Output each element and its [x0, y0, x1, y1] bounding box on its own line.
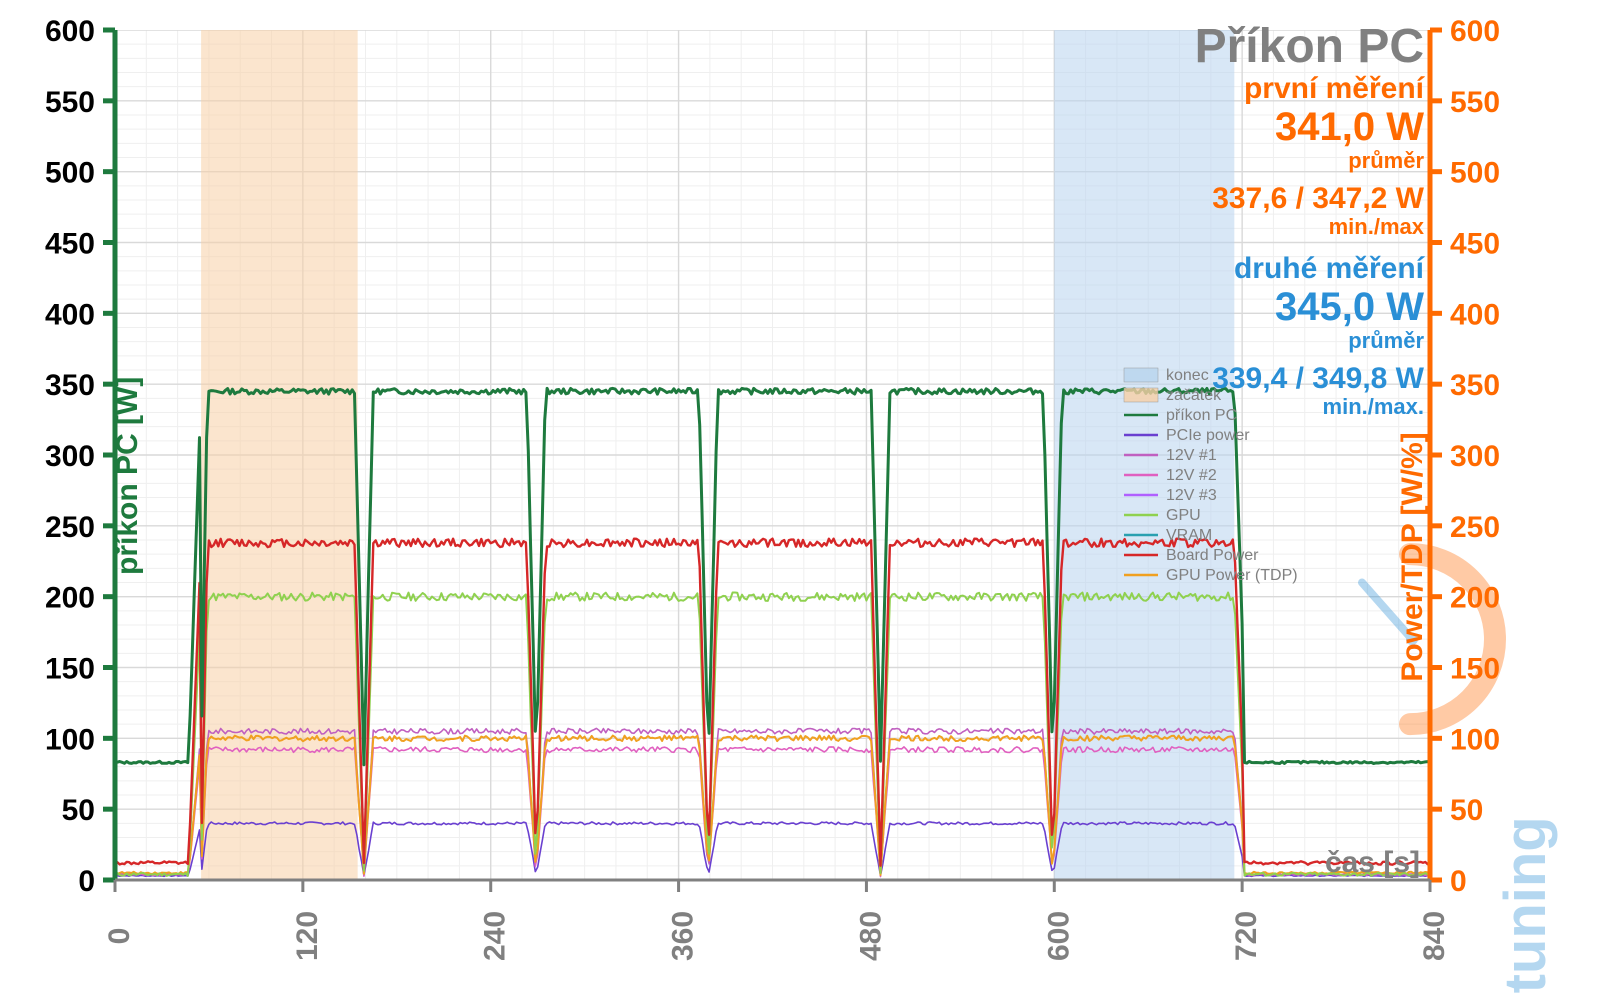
legend-item: GPU: [1166, 507, 1201, 524]
ytick-left: 350: [45, 369, 95, 402]
xtick: 480: [854, 911, 887, 961]
xtick: 0: [103, 928, 136, 945]
chart-title: Příkon PC: [1195, 20, 1424, 73]
xtick: 720: [1230, 911, 1263, 961]
xtick: 600: [1042, 911, 1075, 961]
ytick-right: 600: [1450, 15, 1500, 48]
ytick-right: 550: [1450, 86, 1500, 119]
legend-item: konec: [1166, 367, 1209, 384]
xtick: 240: [479, 911, 512, 961]
annot-range: 337,6 / 347,2 W: [1212, 182, 1424, 215]
annot-avg-label: průměr: [1348, 328, 1424, 353]
xtick: 360: [667, 911, 700, 961]
annot-range-label: min./max: [1329, 214, 1425, 239]
ytick-right: 150: [1450, 653, 1500, 686]
ytick-left: 500: [45, 157, 95, 190]
legend-item: VRAM: [1166, 527, 1212, 544]
ytick-right: 0: [1450, 865, 1467, 898]
ytick-right: 200: [1450, 582, 1500, 615]
ytick-left: 250: [45, 511, 95, 544]
ylabel-left: příkon PC [W]: [111, 377, 144, 575]
ytick-right: 450: [1450, 228, 1500, 261]
ytick-left: 100: [45, 723, 95, 756]
xlabel: čas [s]: [1325, 846, 1420, 879]
ytick-left: 400: [45, 298, 95, 331]
annot-range: 339,4 / 349,8 W: [1212, 362, 1424, 395]
xtick: 840: [1418, 911, 1451, 961]
annot-avg-label: průměr: [1348, 148, 1424, 173]
ytick-right: 250: [1450, 511, 1500, 544]
xtick: 120: [291, 911, 324, 961]
legend-item: Board Power: [1166, 547, 1259, 564]
ytick-left: 200: [45, 582, 95, 615]
ytick-left: 550: [45, 86, 95, 119]
legend-item: 12V #3: [1166, 487, 1217, 504]
legend-item: GPU Power (TDP): [1166, 567, 1298, 584]
legend-item: začátek: [1166, 387, 1222, 404]
legend-item: příkon PC: [1166, 407, 1237, 424]
ylabel-right: Power/TDP [W/%]: [1396, 432, 1429, 681]
annot-heading: první měření: [1244, 72, 1426, 105]
ytick-right: 500: [1450, 157, 1500, 190]
annot-avg: 341,0 W: [1275, 105, 1424, 149]
annot-range-label: min./max.: [1323, 394, 1424, 419]
annot-avg: 345,0 W: [1275, 285, 1424, 329]
ytick-left: 600: [45, 15, 95, 48]
ytick-right: 50: [1450, 794, 1483, 827]
ytick-right: 400: [1450, 298, 1500, 331]
ytick-left: 50: [62, 794, 95, 827]
legend-item: PCIe power: [1166, 427, 1250, 444]
ytick-left: 150: [45, 653, 95, 686]
legend-item: 12V #1: [1166, 447, 1217, 464]
legend-item: 12V #2: [1166, 467, 1217, 484]
ytick-right: 100: [1450, 723, 1500, 756]
ytick-right: 350: [1450, 369, 1500, 402]
ytick-left: 450: [45, 228, 95, 261]
ytick-left: 0: [78, 865, 95, 898]
ytick-right: 300: [1450, 440, 1500, 473]
svg-text:tuning: tuning: [1493, 816, 1558, 993]
annot-heading: druhé měření: [1234, 252, 1426, 285]
power-chart: tuning0501001502002503003504004505005506…: [0, 0, 1600, 1008]
ytick-left: 300: [45, 440, 95, 473]
